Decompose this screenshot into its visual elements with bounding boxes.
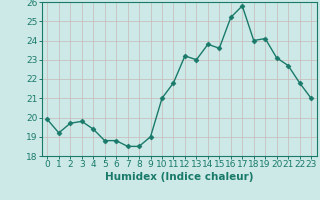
X-axis label: Humidex (Indice chaleur): Humidex (Indice chaleur) bbox=[105, 172, 253, 182]
